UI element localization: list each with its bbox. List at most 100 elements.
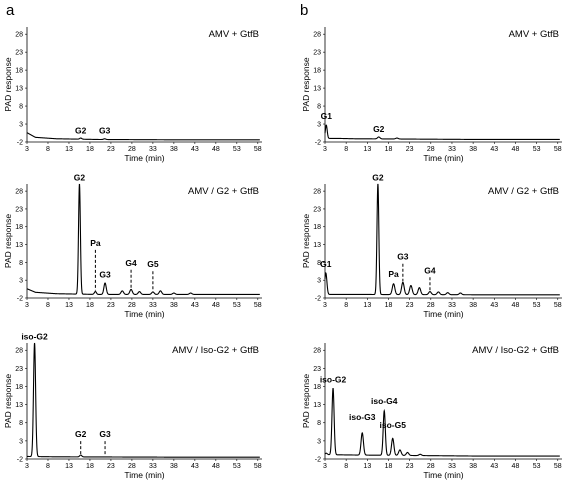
chart-3-y-tick-label: 3	[19, 438, 23, 445]
chart-4-x-tick-label: 43	[490, 146, 498, 153]
chart-6-y-tick-label: 13	[313, 402, 321, 409]
chart-5-x-tick-label: 53	[533, 302, 541, 309]
chart-3-peak-label: G3	[99, 429, 111, 439]
chart-2-x-tick-label: 3	[25, 302, 29, 309]
chart-3-y-tick-label: 13	[15, 402, 23, 409]
chart-4-y-tick-label: 8	[317, 103, 321, 110]
chart-4-y-tick-label: -2	[315, 139, 321, 146]
chart-6-peak-label: iso-G5	[379, 420, 406, 430]
chart-4-x-tick-label: 18	[385, 146, 393, 153]
chart-5-y-tick-label: -2	[315, 295, 321, 302]
chart-3-x-tick-label: 3	[25, 463, 29, 470]
chart-3-x-tick-label: 48	[212, 463, 220, 470]
chart-6-y-tick-label: -2	[315, 456, 321, 463]
chart-5-x-tick-label: 58	[554, 302, 562, 309]
chart-6-y-tick-label: 3	[317, 438, 321, 445]
chart-5-x-tick-label: 48	[512, 302, 520, 309]
chart-3-trace-line	[27, 342, 260, 458]
chart-2-y-tick-label: 8	[19, 260, 23, 267]
chart-4-x-tick-label: 28	[427, 146, 435, 153]
chart-2-x-tick-label: 23	[107, 302, 115, 309]
chart-6-x-tick-label: 33	[448, 463, 456, 470]
chart-2-x-tick-label: 13	[65, 302, 73, 309]
chart-4-x-tick-label: 58	[554, 146, 562, 153]
chart-4-x-tick-label: 48	[512, 146, 520, 153]
chart-5-y-tick-label: 3	[317, 278, 321, 285]
panel-letter-a: a	[6, 2, 15, 19]
chart-2-y-tick-label: 18	[15, 224, 23, 231]
chart-3-y-tick-label: 28	[15, 348, 23, 355]
chart-4-y-tick-label: 13	[313, 85, 321, 92]
chart-1-x-axis-label: Time (min)	[124, 153, 164, 163]
chart-3-x-tick-label: 18	[86, 463, 94, 470]
chart-5-x-tick-label: 33	[448, 302, 456, 309]
chart-4-x-tick-label: 38	[469, 146, 477, 153]
chart-3-x-tick-label: 8	[46, 463, 50, 470]
chart-5-x-tick-label: 3	[323, 302, 327, 309]
chart-2-x-tick-label: 48	[212, 302, 220, 309]
chart-6-peak-label: iso-G3	[349, 412, 376, 422]
chart-1-trace-line	[26, 132, 260, 141]
chart-6-y-tick-label: 28	[313, 348, 321, 355]
chart-4-x-tick-label: 3	[323, 146, 327, 153]
chart-3-x-axis-label: Time (min)	[124, 470, 164, 480]
chart-5-peak-label: Pa	[388, 269, 399, 279]
chart-5-trace-line	[324, 183, 560, 296]
chart-4-x-tick-label: 53	[533, 146, 541, 153]
chart-4-y-tick-label: 3	[317, 121, 321, 128]
chart-2-x-tick-label: 38	[170, 302, 178, 309]
chart-6-x-axis-label: Time (min)	[423, 470, 463, 480]
chart-1-x-tick-label: 3	[25, 146, 29, 153]
chart-2-x-tick-label: 8	[46, 302, 50, 309]
chart-1-x-tick-label: 13	[65, 146, 73, 153]
chart-2-y-tick-label: 23	[15, 206, 23, 213]
chart-5-x-tick-label: 43	[490, 302, 498, 309]
chart-1-title: AMV + GtfB	[209, 29, 259, 40]
chart-1-x-tick-label: 43	[191, 146, 199, 153]
chart-1-x-tick-label: 28	[128, 146, 136, 153]
chart-3-x-tick-label: 58	[254, 463, 262, 470]
chart-2-peak-label: G3	[99, 270, 111, 280]
chart-1-x-tick-label: 38	[170, 146, 178, 153]
chart-4-x-tick-label: 33	[448, 146, 456, 153]
chart-4-peak-label: G1	[321, 111, 333, 121]
chart-4-x-axis-label: Time (min)	[423, 153, 463, 163]
chart-2-y-tick-label: 13	[15, 242, 23, 249]
chart-5-x-tick-label: 38	[469, 302, 477, 309]
chart-5-x-tick-label: 8	[344, 302, 348, 309]
chart-3-title: AMV / Iso-G2 + GtfB	[172, 345, 259, 356]
chart-4-y-axis-label: PAD response	[301, 57, 311, 111]
chart-5-peak-label: G4	[424, 265, 436, 275]
chart-3-y-tick-label: 23	[15, 366, 23, 373]
chart-5-y-tick-label: 13	[313, 242, 321, 249]
chart-5-x-axis-label: Time (min)	[423, 309, 463, 319]
panel-letter-b: b	[300, 2, 308, 19]
chart-5-y-tick-label: 18	[313, 224, 321, 231]
chart-1-peak-label: G3	[99, 125, 111, 135]
chart-4-peak-label: G2	[373, 124, 385, 134]
chart-6-x-tick-label: 28	[427, 463, 435, 470]
chart-2-trace-line	[26, 183, 260, 295]
chart-3-y-tick-label: 18	[15, 384, 23, 391]
chart-6-x-tick-label: 58	[554, 463, 562, 470]
chart-6-x-tick-label: 48	[512, 463, 520, 470]
chart-1-y-tick-label: -2	[17, 139, 23, 146]
chart-2-peak-label: G4	[125, 258, 137, 268]
chart-2-x-tick-label: 28	[128, 302, 136, 309]
chart-6-peak-label: iso-G2	[320, 374, 347, 384]
chart-1-x-tick-label: 23	[107, 146, 115, 153]
chart-6-peak-label: iso-G4	[371, 396, 398, 406]
chart-5-y-tick-label: 8	[317, 260, 321, 267]
chart-3-y-tick-label: -2	[17, 456, 23, 463]
chart-6-x-tick-label: 38	[469, 463, 477, 470]
chart-2-x-tick-label: 33	[149, 302, 157, 309]
chart-6-y-tick-label: 18	[313, 384, 321, 391]
chart-4-x-tick-label: 8	[344, 146, 348, 153]
chart-1-x-tick-label: 53	[233, 146, 241, 153]
chart-3-x-tick-label: 33	[149, 463, 157, 470]
chart-4-y-tick-label: 28	[313, 32, 321, 39]
chart-1-y-tick-label: 23	[15, 50, 23, 57]
chart-1-y-tick-label: 8	[19, 103, 23, 110]
